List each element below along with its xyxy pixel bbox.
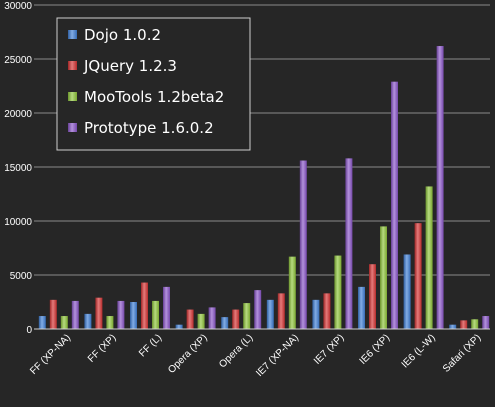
bar — [403, 254, 411, 329]
bar — [436, 46, 444, 329]
bar — [84, 313, 92, 329]
bar — [391, 81, 398, 330]
bar — [460, 320, 468, 329]
y-tick-label: 15000 — [4, 163, 32, 174]
bar — [312, 299, 320, 329]
bar — [369, 264, 376, 329]
y-tick-label: 0 — [26, 325, 32, 336]
bar — [117, 300, 125, 329]
bar — [232, 309, 240, 329]
legend-swatch — [68, 30, 77, 39]
y-tick-label: 30000 — [4, 1, 32, 12]
bar — [288, 256, 296, 329]
bar — [163, 286, 170, 329]
bar — [425, 186, 433, 329]
bar — [208, 307, 216, 329]
legend-box — [56, 17, 251, 151]
bar — [299, 160, 307, 329]
bar — [334, 255, 342, 329]
bar — [449, 324, 457, 329]
bar — [49, 299, 57, 329]
bar — [277, 293, 285, 329]
bar — [345, 158, 353, 329]
bar — [358, 286, 365, 329]
bar — [197, 313, 205, 329]
y-tick-label: 5000 — [10, 271, 33, 282]
legend-label: Prototype 1.6.0.2 — [84, 119, 214, 137]
legend-swatch — [68, 92, 77, 101]
y-axis-ticks: 0 5000 10000 15000 20000 25000 30000 — [4, 1, 32, 336]
legend-swatch — [68, 61, 77, 70]
bar — [186, 309, 194, 329]
bars — [38, 46, 490, 330]
legend-label: JQuery 1.2.3 — [83, 57, 177, 75]
bar — [221, 317, 229, 329]
bar — [471, 319, 479, 329]
bar — [414, 223, 422, 329]
bar — [141, 282, 148, 329]
bar — [254, 290, 262, 329]
bar — [106, 316, 114, 329]
bar — [482, 316, 490, 329]
bar — [60, 316, 68, 329]
bar — [38, 316, 46, 329]
bar — [380, 226, 387, 329]
legend-label: MooTools 1.2beta2 — [84, 88, 224, 106]
bar — [95, 297, 103, 329]
bar — [243, 303, 251, 329]
y-tick-label: 25000 — [4, 55, 32, 66]
bar — [130, 302, 137, 329]
y-tick-label: 10000 — [4, 217, 32, 228]
y-tick-label: 20000 — [4, 109, 32, 120]
legend-swatch — [68, 123, 77, 132]
legend-label: Dojo 1.0.2 — [84, 26, 161, 44]
bar — [323, 293, 331, 329]
bar — [266, 299, 274, 329]
bar — [71, 300, 79, 329]
legend: Dojo 1.0.2 JQuery 1.2.3 MooTools 1.2beta2 P… — [56, 17, 251, 151]
bar — [152, 300, 159, 329]
bar — [175, 324, 183, 329]
